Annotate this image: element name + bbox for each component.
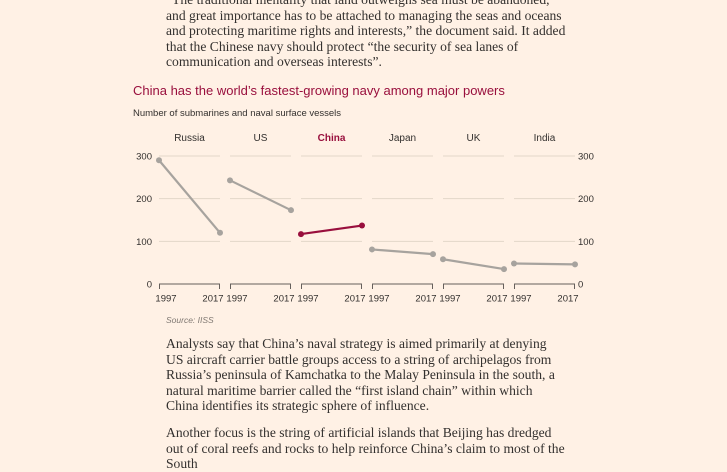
x-tick-label: 2017 [344,294,365,305]
data-point-russia-2017 [217,229,223,236]
x-tick-label: 1997 [510,294,531,305]
series-line-uk [442,258,505,271]
y-tick-label-right: 300 [578,152,594,163]
article-paragraph: “The traditional mentality that land out… [166,0,566,70]
data-point-china-2017 [359,222,365,229]
data-point-uk-2017 [501,266,507,273]
data-point-us-1997 [227,177,233,184]
data-point-india-1997 [511,260,517,267]
panel-label-russia: Russia [174,133,205,144]
panel-label-uk: UK [467,133,481,144]
article-paragraph: Another focus is the string of artificia… [166,425,566,472]
panel-label-india: India [534,133,556,144]
data-point-uk-1997 [440,256,446,263]
paragraph-text: “The traditional mentality that land out… [166,0,566,70]
series-line-russia [158,159,221,234]
y-tick-label-left: 300 [136,152,152,163]
x-tick-label: 1997 [297,294,318,305]
y-tick-label-left: 100 [136,237,152,248]
y-tick-label-right: 0 [578,280,583,291]
chart-subtitle: Number of submarines and naval surface v… [133,108,342,119]
panel-label-us: US [254,133,268,144]
chart-title: China has the world’s fastest-growing na… [133,83,505,98]
x-tick-label: 1997 [226,294,247,305]
y-tick-label-left: 0 [147,280,152,291]
x-tick-label: 2017 [415,294,436,305]
data-point-japan-2017 [430,251,436,258]
y-tick-label-right: 100 [578,237,594,248]
x-tick-label: 2017 [273,294,294,305]
panel-label-china: China [318,133,346,144]
article-paragraph: Analysts say that China’s naval strategy… [166,336,566,414]
x-tick-label: 2017 [486,294,507,305]
data-point-us-2017 [288,207,294,214]
y-tick-label-left: 200 [136,194,152,205]
series-line-us [229,179,292,212]
x-tick-label: 1997 [368,294,389,305]
panel-label-japan: Japan [389,133,416,144]
x-tick-label: 1997 [155,294,176,305]
data-point-china-1997 [298,231,304,238]
x-tick-label: 2017 [202,294,223,305]
data-point-india-2017 [572,261,578,268]
x-tick-label: 2017 [557,294,578,305]
chart-source: Source: IISS [166,315,214,325]
y-tick-label-right: 200 [578,194,594,205]
paragraph-text: Analysts say that China’s naval strategy… [166,336,555,414]
series-line-japan [371,248,434,256]
series-line-china [300,224,363,236]
series-line-india [513,262,576,266]
x-tick-label: 1997 [439,294,460,305]
data-point-japan-1997 [369,246,375,253]
paragraph-text: Another focus is the string of artificia… [166,425,565,472]
data-point-russia-1997 [156,157,162,164]
